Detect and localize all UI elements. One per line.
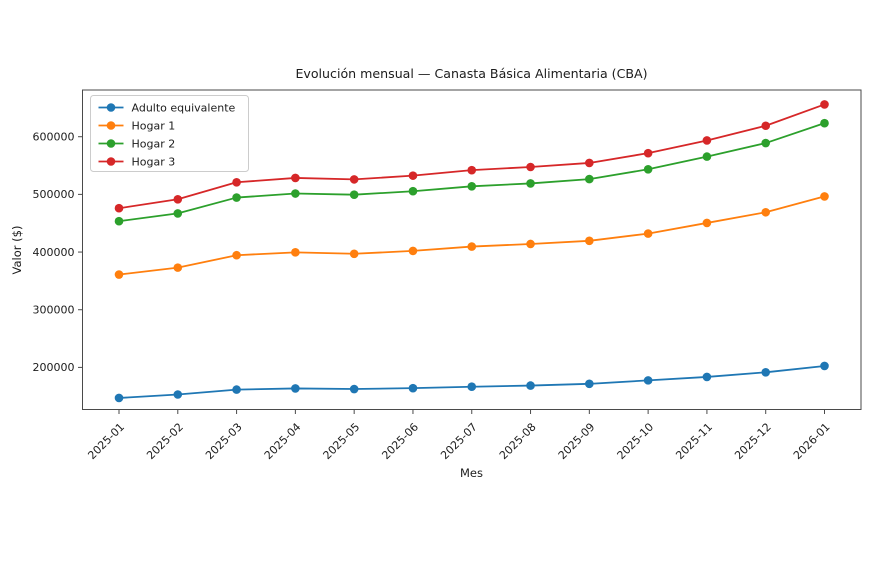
legend-marker <box>106 121 116 130</box>
data-point-hogar-3 <box>408 171 418 180</box>
data-point-adulto-equivalente <box>585 379 594 389</box>
x-tick-label: 2025-11 <box>673 420 715 462</box>
data-point-hogar-1 <box>702 218 712 228</box>
data-point-hogar-1 <box>114 270 124 279</box>
data-point-adulto-equivalente <box>761 368 771 377</box>
data-point-hogar-3 <box>643 148 653 158</box>
y-tick-label: 500000 <box>33 188 75 201</box>
x-tick-label: 2025-12 <box>732 420 774 462</box>
data-point-hogar-3 <box>702 136 712 145</box>
data-point-hogar-3 <box>467 165 477 175</box>
legend-box <box>90 95 249 172</box>
x-tick-label: 2025-08 <box>497 420 539 462</box>
data-point-hogar-1 <box>526 239 535 249</box>
data-point-hogar-2 <box>114 216 124 226</box>
data-point-hogar-2 <box>526 179 535 188</box>
data-point-hogar-2 <box>173 209 183 218</box>
data-point-hogar-2 <box>820 118 829 128</box>
data-point-adulto-equivalente <box>820 361 829 371</box>
data-point-hogar-1 <box>467 242 477 251</box>
x-tick-label: 2025-03 <box>203 420 245 462</box>
data-point-hogar-2 <box>702 152 712 161</box>
legend-marker <box>106 139 116 148</box>
x-tick-label: 2026-01 <box>791 420 833 462</box>
data-point-hogar-2 <box>585 174 594 184</box>
data-point-hogar-3 <box>173 194 183 204</box>
x-tick-label: 2025-07 <box>438 420 480 462</box>
data-point-hogar-1 <box>232 250 241 260</box>
y-tick-label: 300000 <box>33 304 75 317</box>
data-point-hogar-1 <box>643 229 653 238</box>
data-point-hogar-1 <box>585 236 594 246</box>
x-axis-label: Mes <box>460 466 483 480</box>
x-tick-label: 2025-05 <box>321 420 363 462</box>
data-point-hogar-2 <box>643 164 653 174</box>
data-point-hogar-2 <box>408 186 418 196</box>
data-point-hogar-3 <box>349 175 359 184</box>
x-tick-label: 2025-04 <box>262 420 304 462</box>
legend-marker <box>106 103 116 112</box>
data-point-hogar-1 <box>408 246 418 256</box>
data-point-adulto-equivalente <box>408 383 418 393</box>
data-point-adulto-equivalente <box>232 385 241 394</box>
data-point-hogar-1 <box>349 249 359 259</box>
legend-entry-hogar-1: Hogar 1 <box>98 119 176 132</box>
data-point-adulto-equivalente <box>173 390 183 399</box>
data-point-hogar-3 <box>114 203 124 213</box>
legend-label: Hogar 3 <box>132 155 176 168</box>
data-point-hogar-2 <box>232 193 241 202</box>
legend-marker <box>106 157 116 166</box>
legend-label: Hogar 2 <box>132 137 176 150</box>
data-point-hogar-2 <box>291 189 300 198</box>
data-point-adulto-equivalente <box>114 393 124 403</box>
legend-label: Adulto equivalente <box>132 101 236 114</box>
data-point-adulto-equivalente <box>702 372 712 382</box>
data-point-adulto-equivalente <box>526 381 535 390</box>
data-point-hogar-1 <box>173 263 183 272</box>
legend-entry-adulto-equivalente: Adulto equivalente <box>98 101 236 114</box>
y-tick-label: 400000 <box>33 246 75 259</box>
data-point-adulto-equivalente <box>291 384 300 393</box>
data-point-hogar-1 <box>761 207 771 217</box>
legend-label: Hogar 1 <box>132 119 176 132</box>
data-point-hogar-3 <box>585 158 594 168</box>
x-tick-label: 2025-06 <box>379 420 421 462</box>
x-tick-label: 2025-09 <box>556 420 598 462</box>
data-point-adulto-equivalente <box>643 376 653 385</box>
data-point-hogar-3 <box>820 100 829 109</box>
data-point-hogar-3 <box>291 173 300 183</box>
data-point-hogar-1 <box>291 248 300 257</box>
y-tick-label: 600000 <box>33 131 75 144</box>
legend-entry-hogar-3: Hogar 3 <box>98 155 176 168</box>
data-point-hogar-2 <box>761 138 771 148</box>
x-tick-label: 2025-02 <box>144 420 186 462</box>
data-point-hogar-1 <box>820 192 829 201</box>
data-point-hogar-2 <box>467 182 477 191</box>
data-point-hogar-3 <box>232 177 241 187</box>
x-tick-label: 2025-01 <box>85 420 127 462</box>
data-point-adulto-equivalente <box>467 382 477 392</box>
y-tick-label: 200000 <box>33 361 75 374</box>
data-point-hogar-3 <box>761 121 771 131</box>
series-line-hogar-1 <box>118 195 825 276</box>
legend-entry-hogar-2: Hogar 2 <box>98 137 176 150</box>
chart-title: Evolución mensual — Canasta Básica Alime… <box>295 66 648 81</box>
data-point-hogar-3 <box>526 162 535 172</box>
x-tick-label: 2025-10 <box>615 420 657 462</box>
data-point-adulto-equivalente <box>349 384 359 394</box>
data-point-hogar-2 <box>349 190 359 199</box>
series-line-adulto-equivalente <box>118 365 825 399</box>
